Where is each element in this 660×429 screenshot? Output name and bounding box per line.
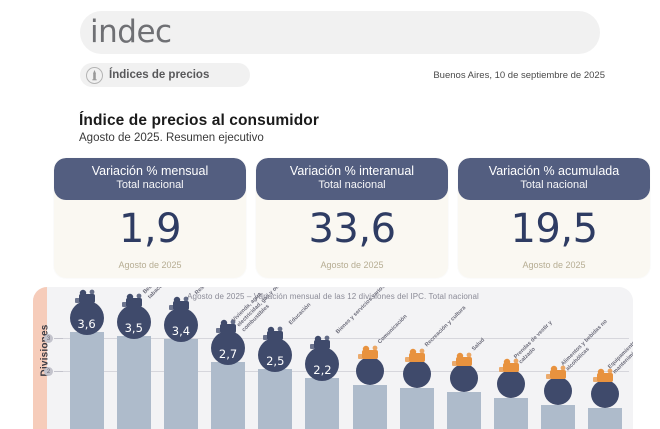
chart-value-badge: 3,6 — [69, 301, 104, 336]
kpi-card-mensual: Variación % mensual Total nacional 1,9 A… — [54, 158, 246, 278]
chart-y-tick: 2 — [41, 367, 63, 376]
chart-value-badge — [402, 360, 431, 389]
ipc-divisions-chart: Divisiones Agosto de 2025 – Variación me… — [33, 287, 633, 429]
chart-value-badge — [591, 380, 620, 409]
chart-bar — [211, 361, 246, 429]
chart-value-badge — [355, 357, 384, 385]
chart-gridline — [63, 338, 629, 339]
page-title: Índice de precios al consumidor — [79, 112, 319, 129]
chart-title: Agosto de 2025 – Variación mensual de la… — [187, 292, 479, 301]
kpi-card-group: Variación % mensual Total nacional 1,9 A… — [54, 158, 650, 278]
indices-de-precios-chip[interactable]: Índices de precios — [80, 63, 250, 87]
kpi-title: Variación % acumulada — [488, 164, 620, 178]
chart-gridline — [63, 371, 629, 372]
chart-value-badge: 2,2 — [305, 347, 340, 382]
chart-category-label: Salud — [470, 336, 486, 352]
chart-y-tick-label: 3 — [44, 334, 53, 343]
chart-bar — [588, 408, 623, 429]
chart-bar — [494, 398, 529, 429]
chart-bar — [446, 391, 481, 429]
kpi-footer: Agosto de 2025 — [118, 260, 182, 270]
kpi-title: Variación % interanual — [289, 164, 415, 178]
logo-bar — [80, 11, 600, 54]
page-subtitle: Agosto de 2025. Resumen ejecutivo — [79, 132, 264, 144]
dateline: Buenos Aires, 10 de septiembre de 2025 — [433, 70, 605, 81]
chart-bar — [541, 404, 576, 429]
chart-bar — [352, 385, 387, 429]
kpi-subtitle: Total nacional — [520, 179, 588, 191]
axis-band — [33, 287, 47, 429]
kpi-card-header: Variación % mensual Total nacional — [54, 158, 246, 200]
chart-bar — [69, 332, 104, 429]
kpi-value: 33,6 — [308, 205, 396, 252]
chart-bar — [163, 338, 198, 429]
kpi-value: 19,5 — [510, 205, 598, 252]
chart-bar — [116, 335, 151, 429]
kpi-subtitle: Total nacional — [318, 179, 386, 191]
kpi-value: 1,9 — [118, 205, 182, 252]
obelisco-icon — [86, 66, 103, 84]
chart-value-badge — [544, 376, 573, 405]
kpi-card-header: Variación % interanual Total nacional — [256, 158, 448, 200]
chart-value-badge: 3,4 — [163, 307, 198, 342]
chart-value-badge: 2,5 — [258, 337, 293, 372]
kpi-subtitle: Total nacional — [116, 179, 184, 191]
chart-bar — [399, 388, 434, 429]
indec-logo: indec — [90, 14, 172, 50]
chart-plot-area: 323,6Transporte3,5Bebidas alcohólicas y … — [44, 287, 633, 429]
chart-bar — [258, 368, 293, 429]
chart-value-badge — [497, 370, 526, 399]
kpi-footer: Agosto de 2025 — [522, 260, 586, 270]
chart-bar — [305, 378, 340, 429]
chip-label: Índices de precios — [109, 69, 210, 81]
kpi-title: Variación % mensual — [91, 164, 209, 178]
chart-value-badge — [449, 363, 478, 392]
kpi-card-header: Variación % acumulada Total nacional — [458, 158, 650, 200]
kpi-card-acumulada: Variación % acumulada Total nacional 19,… — [458, 158, 650, 278]
chart-category-label: Prendas de vestir y calzado — [513, 319, 554, 366]
kpi-footer: Agosto de 2025 — [320, 260, 384, 270]
chart-category-label: Recreación y cultura — [423, 305, 467, 349]
chart-value-badge: 3,5 — [116, 304, 151, 339]
chart-value-badge: 2,7 — [211, 330, 246, 365]
chart-y-tick: 3 — [41, 334, 63, 343]
chart-y-tick-label: 2 — [44, 367, 53, 376]
kpi-card-interanual: Variación % interanual Total nacional 33… — [256, 158, 448, 278]
